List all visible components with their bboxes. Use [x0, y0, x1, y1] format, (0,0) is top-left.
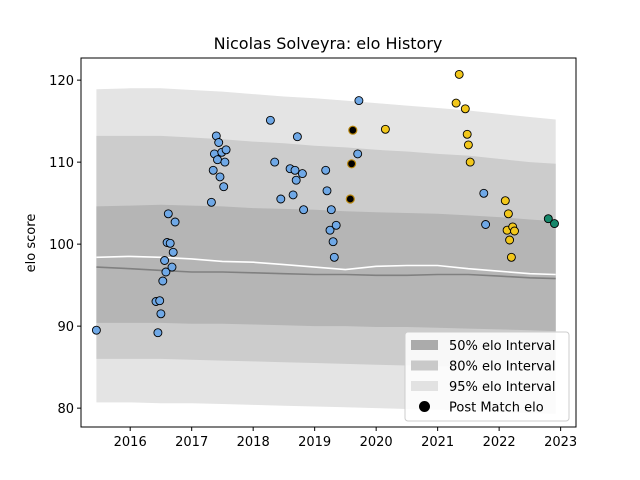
data-point-0 — [91, 325, 101, 335]
data-point-22 — [219, 182, 229, 192]
data-point-40 — [329, 252, 339, 262]
legend-box — [404, 331, 570, 422]
y-tick-label: 120 — [49, 74, 74, 89]
data-point-58 — [503, 209, 513, 219]
data-point-49 — [454, 69, 464, 79]
legend-swatch-0 — [411, 340, 438, 350]
y-tick-label: 90 — [57, 320, 74, 335]
legend-label-3: Post Match elo — [449, 401, 544, 416]
x-tick-label: 2022 — [483, 435, 516, 450]
data-point-33 — [297, 169, 307, 179]
data-point-47 — [380, 124, 390, 134]
data-point-14 — [206, 197, 216, 207]
data-point-13 — [170, 217, 180, 227]
y-tick-label: 110 — [49, 156, 74, 171]
data-point-50 — [460, 104, 470, 114]
data-point-63 — [543, 214, 553, 224]
data-point-19 — [214, 138, 224, 147]
data-point-27 — [276, 194, 286, 204]
y-axis: 80 90 100 110 120 — [49, 74, 81, 417]
x-tick-label: 2023 — [544, 435, 577, 450]
data-point-39 — [328, 237, 338, 247]
mean-elo-line — [96, 266, 556, 280]
data-point-26 — [270, 157, 280, 167]
data-point-15 — [208, 165, 218, 175]
data-point-41 — [331, 220, 341, 230]
data-point-35 — [321, 165, 331, 175]
data-point-52 — [463, 140, 473, 150]
data-point-42 — [345, 194, 355, 204]
data-point-43 — [347, 159, 357, 169]
data-point-5 — [158, 276, 168, 286]
data-point-30 — [290, 165, 300, 175]
data-point-64 — [550, 219, 559, 229]
data-point-23 — [220, 157, 230, 167]
legend-label-2: 95% elo Interval — [449, 380, 556, 395]
plot-frame — [80, 57, 577, 428]
data-point-46 — [354, 96, 364, 106]
legend-marker-3 — [419, 401, 430, 412]
legend: 50% elo Interval 80% elo Interval 95% elo … — [404, 331, 570, 422]
data-point-48 — [451, 98, 461, 108]
data-point-56 — [500, 196, 510, 206]
data-point-59 — [505, 235, 515, 245]
data-point-44 — [348, 125, 358, 135]
data-point-10 — [165, 238, 175, 248]
data-point-7 — [161, 267, 171, 277]
data-point-2 — [153, 328, 163, 338]
data-point-6 — [160, 256, 170, 265]
data-point-18 — [213, 155, 222, 165]
chart-title: Nicolas Solveyra: elo History — [214, 34, 443, 53]
data-point-20 — [215, 172, 225, 182]
x-tick-label: 2018 — [237, 435, 270, 450]
data-point-34 — [299, 205, 309, 215]
data-point-51 — [462, 129, 472, 139]
y-tick-label: 80 — [57, 402, 74, 417]
data-point-54 — [479, 188, 489, 198]
legend-swatch-1 — [411, 360, 438, 371]
data-point-45 — [353, 149, 363, 159]
data-point-32 — [292, 132, 302, 142]
data-point-3 — [155, 296, 165, 306]
data-point-25 — [265, 115, 275, 125]
x-tick-label: 2021 — [421, 435, 454, 450]
x-tick-label: 2017 — [175, 435, 208, 450]
data-point-62 — [510, 226, 519, 236]
legend-label-1: 80% elo Interval — [449, 360, 556, 375]
x-axis: 2016 2017 2018 2019 2020 2021 2022 2023 — [114, 427, 577, 450]
data-point-38 — [326, 205, 336, 215]
x-tick-label: 2020 — [360, 435, 393, 450]
data-point-37 — [325, 225, 335, 235]
data-point-36 — [322, 186, 332, 196]
legend-label-0: 50% elo Interval — [449, 339, 556, 354]
data-point-4 — [156, 309, 166, 319]
y-tick-label: 100 — [49, 238, 74, 253]
data-point-29 — [288, 190, 298, 200]
data-point-53 — [465, 157, 475, 167]
x-tick-label: 2019 — [298, 435, 331, 450]
median-elo-line — [96, 255, 556, 276]
data-point-60 — [506, 252, 516, 262]
data-point-9 — [163, 209, 173, 219]
data-point-12 — [168, 247, 178, 257]
data-point-55 — [481, 220, 491, 229]
data-point-24 — [221, 145, 231, 155]
x-tick-label: 2016 — [114, 435, 147, 450]
data-point-11 — [167, 262, 177, 272]
legend-swatch-2 — [411, 381, 438, 391]
data-point-31 — [291, 175, 301, 185]
y-axis-label: elo score — [24, 214, 39, 273]
